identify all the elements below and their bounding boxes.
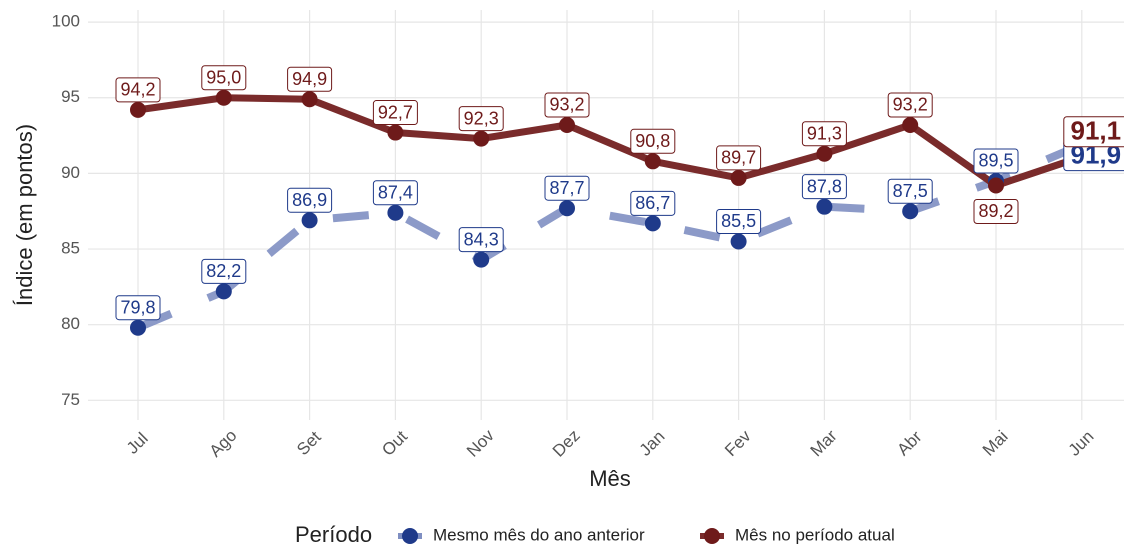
label-box [1063, 116, 1124, 148]
labels: 79,8 82,2 86,9 87,4 84,3 87,7 86,7 85,5 87,8 87,5… [115, 65, 1124, 321]
points [130, 89, 1004, 336]
legend-label: Mês no período atual [735, 525, 895, 544]
legend-swatch [402, 528, 418, 544]
data-label: 95,0 [206, 67, 241, 87]
y-tick-label: 90 [61, 163, 80, 182]
label-box [630, 128, 676, 154]
point [644, 215, 661, 232]
point [902, 116, 919, 133]
data-label: 91,1 [1070, 116, 1121, 146]
label-box [458, 106, 504, 132]
data-label: 84,3 [464, 229, 499, 249]
data-label: 94,2 [120, 80, 155, 100]
point [816, 198, 833, 215]
y-tick-label: 95 [61, 87, 80, 106]
label-box [287, 187, 333, 213]
x-tick-label: Set [293, 427, 325, 459]
label-box [201, 258, 247, 284]
point [215, 283, 232, 300]
point [816, 145, 833, 162]
x-tick-label: Jun [1065, 427, 1098, 460]
data-label: 89,2 [978, 201, 1013, 221]
legend-label: Mesmo mês do ano anterior [433, 525, 645, 544]
point [215, 89, 232, 106]
legend-title: Período [295, 522, 372, 545]
y-tick-label: 100 [52, 12, 80, 31]
data-label: 89,5 [978, 151, 1013, 171]
label-box [201, 65, 247, 91]
x-tick-label: Nov [463, 426, 498, 461]
label-box [287, 66, 333, 92]
x-tick-label: Jan [636, 427, 669, 460]
label-box [544, 175, 590, 201]
x-tick-label: Ago [206, 426, 241, 461]
x-tick-label: Dez [549, 426, 584, 461]
label-box [544, 92, 590, 118]
label-box [716, 208, 762, 234]
data-label: 91,3 [807, 123, 842, 143]
point [644, 153, 661, 170]
data-label: 90,8 [635, 131, 670, 151]
label-box [115, 77, 161, 103]
label-box [973, 148, 1019, 174]
point [301, 212, 318, 229]
label-box [973, 198, 1019, 224]
label-box [887, 178, 933, 204]
data-label: 94,9 [292, 69, 327, 89]
data-label: 93,2 [549, 95, 584, 115]
y-tick-label: 75 [61, 390, 80, 409]
point [473, 251, 490, 268]
x-tick-label: Fev [721, 426, 755, 460]
data-label: 79,8 [120, 297, 155, 317]
data-label: 87,5 [893, 181, 928, 201]
y-axis-title: Índice (em pontos) [12, 124, 37, 306]
data-label: 85,5 [721, 211, 756, 231]
series-line [137, 94, 1083, 189]
point [473, 130, 490, 147]
data-label: 92,7 [378, 102, 413, 122]
label-box [716, 145, 762, 171]
point [559, 200, 575, 217]
label-box [458, 227, 504, 253]
x-tick-label: Out [378, 427, 411, 460]
label-box [887, 92, 933, 118]
series-line [136, 140, 1084, 332]
data-label: 86,7 [635, 193, 670, 213]
lines [136, 94, 1084, 332]
label-box [372, 100, 418, 126]
y-tick-label: 80 [61, 314, 80, 333]
point [387, 204, 404, 221]
point [730, 169, 747, 186]
data-label: 86,9 [292, 190, 327, 210]
data-label: 87,7 [549, 178, 584, 198]
data-label: 89,7 [721, 148, 756, 168]
x-tick-label: Mai [979, 427, 1012, 460]
y-tick-label: 85 [61, 239, 80, 258]
data-label: 87,8 [807, 176, 842, 196]
x-tick-label: Mar [807, 426, 841, 460]
x-tick-label: Jul [123, 429, 152, 458]
point [301, 91, 318, 108]
point [988, 177, 1004, 194]
x-axis-title: Mês [589, 466, 631, 491]
x-tick-label: Abr [893, 427, 925, 459]
point [730, 233, 747, 250]
label-box [801, 174, 847, 200]
data-label: 82,2 [206, 261, 241, 281]
legend-swatch [704, 528, 720, 544]
label-box [115, 295, 161, 321]
point [902, 203, 919, 220]
data-label: 87,4 [378, 182, 413, 202]
label-box [801, 121, 847, 147]
point [130, 319, 146, 336]
point [559, 116, 575, 133]
label-box [372, 180, 418, 206]
data-label: 92,3 [464, 108, 499, 128]
label-box [630, 190, 676, 216]
data-label: 93,2 [893, 95, 928, 115]
point [130, 101, 146, 118]
point [387, 124, 404, 141]
